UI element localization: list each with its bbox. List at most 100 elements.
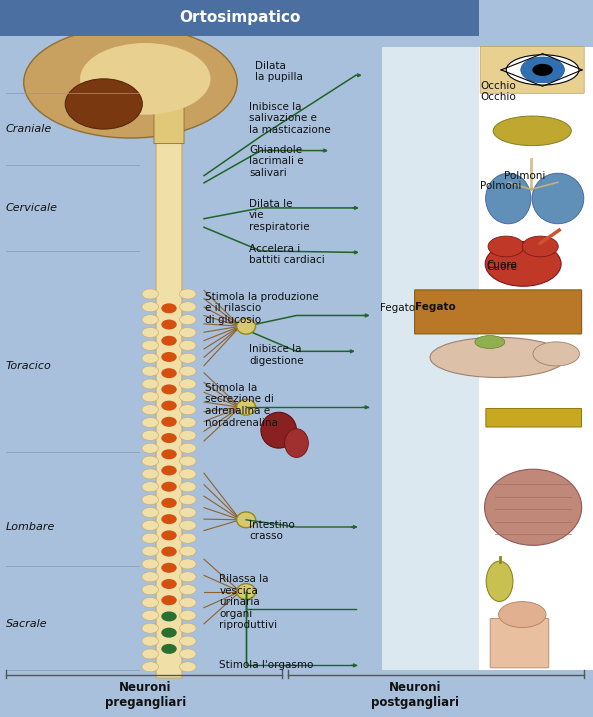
Ellipse shape <box>142 610 158 620</box>
Text: Neuroni
pregangliari: Neuroni pregangliari <box>104 681 186 710</box>
Text: Cervicale: Cervicale <box>6 203 58 213</box>
Ellipse shape <box>161 401 177 411</box>
Ellipse shape <box>142 584 158 594</box>
Ellipse shape <box>180 404 196 414</box>
Ellipse shape <box>180 443 196 453</box>
Ellipse shape <box>161 384 177 394</box>
Ellipse shape <box>161 368 177 378</box>
Ellipse shape <box>142 533 158 543</box>
Text: Fegato: Fegato <box>415 302 456 312</box>
Ellipse shape <box>180 469 196 479</box>
Ellipse shape <box>237 318 256 334</box>
FancyBboxPatch shape <box>490 619 549 668</box>
Ellipse shape <box>161 352 177 362</box>
Ellipse shape <box>180 571 196 581</box>
Ellipse shape <box>532 174 584 224</box>
Ellipse shape <box>484 469 582 546</box>
Text: Craniale: Craniale <box>6 124 52 134</box>
FancyBboxPatch shape <box>486 409 582 427</box>
Ellipse shape <box>142 456 158 466</box>
Ellipse shape <box>180 341 196 351</box>
Ellipse shape <box>488 236 524 257</box>
Ellipse shape <box>180 353 196 364</box>
Ellipse shape <box>180 597 196 607</box>
Ellipse shape <box>161 579 177 589</box>
Ellipse shape <box>475 336 505 348</box>
Ellipse shape <box>142 508 158 518</box>
Text: Cuore: Cuore <box>486 260 517 270</box>
Text: Accelera i
battiti cardiaci: Accelera i battiti cardiaci <box>249 244 325 265</box>
Ellipse shape <box>506 54 579 85</box>
Ellipse shape <box>161 498 177 508</box>
Ellipse shape <box>142 353 158 364</box>
Ellipse shape <box>180 546 196 556</box>
Text: Occhio: Occhio <box>480 92 516 102</box>
Text: Lombare: Lombare <box>6 522 55 532</box>
FancyBboxPatch shape <box>480 47 584 93</box>
Ellipse shape <box>533 342 579 366</box>
Ellipse shape <box>180 302 196 312</box>
Ellipse shape <box>142 341 158 351</box>
Ellipse shape <box>161 336 177 346</box>
Ellipse shape <box>486 561 513 602</box>
Ellipse shape <box>180 391 196 402</box>
Text: Polmoni: Polmoni <box>480 181 522 191</box>
Ellipse shape <box>522 236 558 257</box>
Text: Occhio: Occhio <box>480 81 516 91</box>
Ellipse shape <box>180 649 196 659</box>
Ellipse shape <box>161 482 177 492</box>
Ellipse shape <box>161 644 177 654</box>
Ellipse shape <box>142 546 158 556</box>
Ellipse shape <box>161 514 177 524</box>
Ellipse shape <box>180 559 196 569</box>
Text: Stimola la produzione
e il rilascio
di glucosio: Stimola la produzione e il rilascio di g… <box>205 292 318 325</box>
Ellipse shape <box>161 563 177 573</box>
Ellipse shape <box>80 43 211 115</box>
Text: Neuroni
postgangliari: Neuroni postgangliari <box>371 681 459 710</box>
Ellipse shape <box>237 512 256 528</box>
Ellipse shape <box>161 595 177 605</box>
Ellipse shape <box>161 417 177 427</box>
Ellipse shape <box>142 469 158 479</box>
Ellipse shape <box>261 412 296 448</box>
Text: Stimola l'orgasmo: Stimola l'orgasmo <box>219 660 314 670</box>
Ellipse shape <box>161 433 177 443</box>
Ellipse shape <box>180 521 196 531</box>
Ellipse shape <box>161 303 177 313</box>
Ellipse shape <box>161 320 177 330</box>
Text: Stimola la
secrezione di
adrenalina e
noradrenalina: Stimola la secrezione di adrenalina e no… <box>205 383 278 427</box>
Ellipse shape <box>142 662 158 672</box>
Ellipse shape <box>180 482 196 492</box>
Ellipse shape <box>142 302 158 312</box>
Text: Inibisce la
salivazione e
la masticazione: Inibisce la salivazione e la masticazion… <box>249 102 331 135</box>
Ellipse shape <box>142 521 158 531</box>
Ellipse shape <box>180 366 196 376</box>
Ellipse shape <box>180 379 196 389</box>
Text: Ortosimpatico: Ortosimpatico <box>179 11 300 25</box>
FancyBboxPatch shape <box>156 92 182 678</box>
Ellipse shape <box>142 636 158 646</box>
Ellipse shape <box>180 315 196 325</box>
FancyBboxPatch shape <box>154 90 184 143</box>
Ellipse shape <box>142 328 158 338</box>
Ellipse shape <box>486 174 531 224</box>
Ellipse shape <box>180 584 196 594</box>
Ellipse shape <box>142 289 158 299</box>
Text: Cuore: Cuore <box>486 262 517 272</box>
FancyBboxPatch shape <box>415 290 582 334</box>
Ellipse shape <box>161 531 177 541</box>
Ellipse shape <box>142 495 158 505</box>
Ellipse shape <box>142 443 158 453</box>
Ellipse shape <box>237 584 256 599</box>
Ellipse shape <box>161 450 177 460</box>
Ellipse shape <box>485 242 561 286</box>
Ellipse shape <box>430 338 566 378</box>
Ellipse shape <box>180 456 196 466</box>
Text: Polmoni: Polmoni <box>504 171 546 181</box>
Text: Ghiandole
lacrimali e
salivari: Ghiandole lacrimali e salivari <box>249 145 304 178</box>
Ellipse shape <box>499 602 546 627</box>
Ellipse shape <box>142 404 158 414</box>
Ellipse shape <box>285 429 308 457</box>
Text: Dilata le
vie
respiratorie: Dilata le vie respiratorie <box>249 199 310 232</box>
Bar <box>0 0 479 36</box>
